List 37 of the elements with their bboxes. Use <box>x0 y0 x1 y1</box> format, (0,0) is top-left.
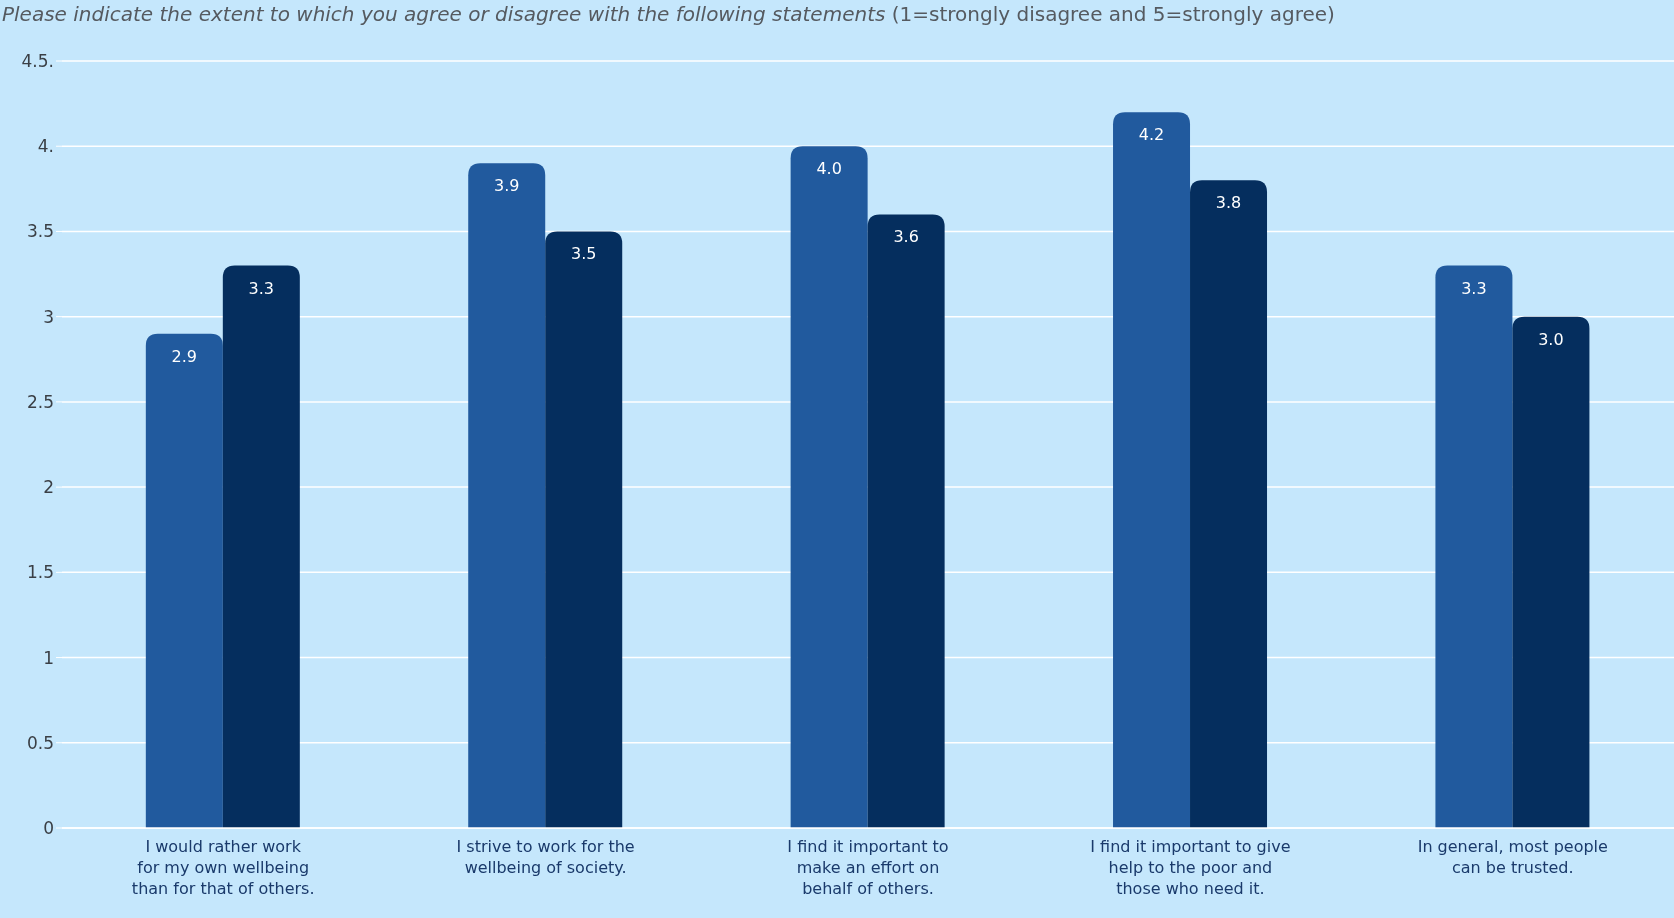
chart-title: Please indicate the extent to which you agree or disagree with the following statements <box>2 2 886 26</box>
y-tick-label: 4.5. <box>21 51 54 72</box>
chart-subtitle: (1=strongly disagree and 5=strongly agree) <box>890 2 1335 26</box>
x-tick-label: I find it important to give help to the poor and those who need it. <box>1090 837 1291 898</box>
bar <box>1113 112 1191 828</box>
data-label: 3.3 <box>1461 278 1487 298</box>
y-tick-label: 4. <box>37 136 54 157</box>
data-label: 3.0 <box>1538 329 1564 349</box>
y-tick-label: 0.5 <box>26 732 54 753</box>
data-label: 3.8 <box>1215 193 1242 213</box>
y-tick-label: 2.5 <box>26 391 54 412</box>
bar <box>468 163 546 828</box>
x-tick-label: I would rather work for my own wellbeing than for that of others. <box>131 837 315 898</box>
data-label: 4.2 <box>1138 125 1165 145</box>
data-label: 4.0 <box>816 159 842 179</box>
x-tick-label: I strive to work for the wellbeing of society. <box>456 837 635 877</box>
bar <box>1512 316 1590 828</box>
data-label: 2.9 <box>171 346 198 366</box>
y-tick-label: 3 <box>43 306 54 327</box>
y-tick-label: 1.5 <box>26 562 54 583</box>
bar <box>1190 180 1268 828</box>
y-tick-label: 1 <box>43 647 54 668</box>
x-tick-label: In general, most people can be trusted. <box>1417 837 1608 877</box>
bar <box>867 214 945 828</box>
data-label: 3.5 <box>571 244 597 264</box>
y-tick-label: 2 <box>43 477 54 498</box>
data-label: 3.6 <box>893 227 919 247</box>
bar <box>145 333 223 828</box>
x-tick-label: I find it important to make an effort on behalf of others. <box>787 837 949 898</box>
bar <box>790 146 868 828</box>
y-tick-label: 0 <box>43 818 54 839</box>
data-label: 3.3 <box>248 278 275 298</box>
bar <box>1435 265 1513 828</box>
data-label: 3.9 <box>494 176 520 196</box>
bar <box>222 265 300 828</box>
bar <box>545 231 623 828</box>
y-tick-label: 3.5 <box>26 221 54 242</box>
